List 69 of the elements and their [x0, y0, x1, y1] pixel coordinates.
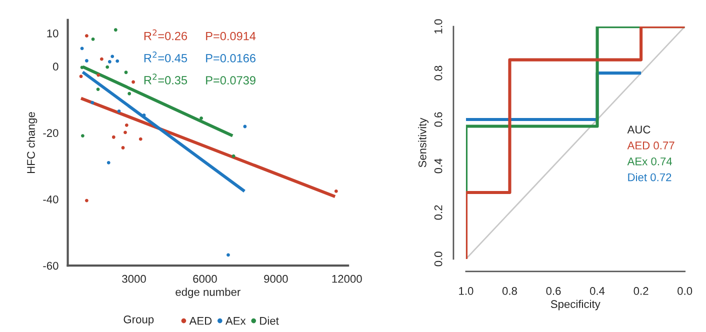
text: AED 0.77 [627, 142, 674, 150]
point [110, 54, 114, 58]
y-tick-label: 0.4 [434, 158, 442, 174]
y-tick-label: -40 [43, 195, 58, 204]
point [138, 137, 142, 141]
y-tick-label: 0.6 [434, 112, 442, 127]
point [79, 74, 83, 78]
point [84, 198, 88, 202]
x-tick-label: 12000 [332, 274, 362, 283]
x-tick-label: 0.0 [678, 287, 692, 295]
legend-title: AUC [627, 126, 650, 134]
x-tick-label: 1.0 [459, 287, 474, 295]
text: AEx 0.74 [627, 157, 672, 166]
annotation: R$^{2}$=0.35 [144, 74, 188, 84]
x-tick-label: 6000 [193, 274, 217, 283]
point [80, 66, 84, 70]
point [90, 100, 94, 104]
point [114, 28, 118, 32]
point [84, 34, 88, 38]
y-tick-label: 10 [47, 29, 58, 38]
point [106, 160, 110, 164]
point [226, 253, 230, 257]
annotation: R$^{2}$=0.26 [144, 29, 188, 40]
y-tick-label: -20 [43, 129, 58, 137]
annotation: P=0.0739 [206, 76, 256, 85]
point [124, 130, 127, 134]
y-tick-label: 1.0 [434, 19, 442, 34]
legend-label: AED [189, 317, 212, 325]
annotation: P=0.0166 [206, 54, 256, 62]
point [106, 65, 110, 69]
point [121, 146, 125, 150]
point [96, 73, 100, 77]
x-tick-label: 0.2 [634, 287, 648, 295]
point [124, 123, 128, 127]
y-tick-label: 0.8 [434, 66, 442, 80]
y-axis-title: HFC change [26, 112, 38, 174]
point [117, 110, 121, 113]
y-tick-label: 0 [53, 62, 58, 71]
annotation: R$^{2}$=0.45 [144, 52, 188, 62]
point [91, 37, 95, 41]
point [200, 116, 203, 120]
legend-title: Group [124, 315, 154, 326]
point [81, 134, 84, 138]
point [116, 59, 120, 63]
x-tick-label: 0.4 [590, 287, 605, 295]
legend-label: AEx [225, 317, 246, 325]
legend-label: Diet [260, 316, 279, 325]
point [112, 135, 116, 139]
text: Diet 0.72 [628, 173, 672, 182]
point [142, 114, 146, 117]
y-tick-label: -60 [43, 262, 58, 270]
y-tick-label: 0.0 [434, 252, 442, 266]
point [108, 60, 112, 64]
point [132, 80, 135, 84]
x-tick-label: 3000 [122, 274, 146, 283]
x-axis-title: Specificity [550, 300, 600, 310]
point [96, 88, 100, 92]
point [334, 190, 338, 193]
y-axis-title: Sensitivity [418, 118, 429, 168]
point [84, 59, 88, 62]
x-axis-title: edge number [176, 288, 240, 298]
x-tick-label: 0.6 [546, 287, 561, 295]
point [100, 57, 104, 61]
point [124, 70, 128, 74]
x-tick-label: 0.8 [502, 287, 517, 295]
y-tick-label: 0.2 [434, 205, 442, 220]
point [128, 92, 132, 96]
annotation: P=0.0914 [206, 32, 256, 40]
x-tick-label: 9000 [264, 274, 288, 283]
